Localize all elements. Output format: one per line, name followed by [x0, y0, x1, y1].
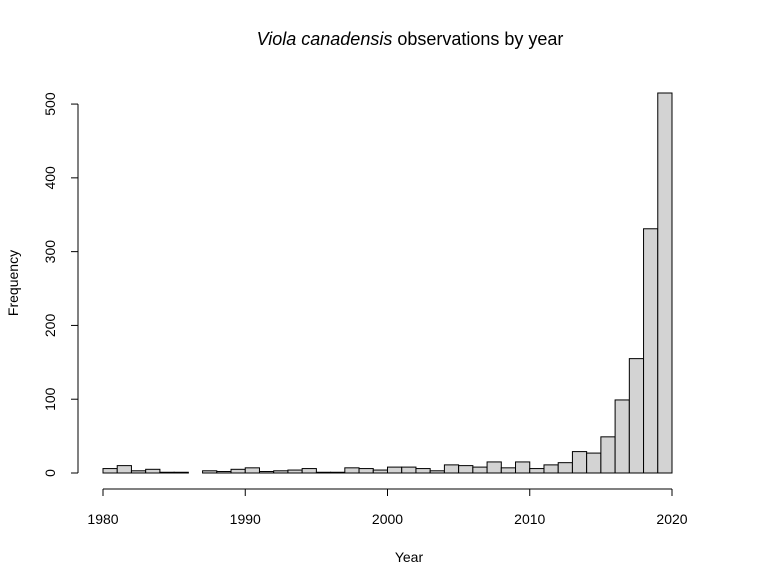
y-axis: 0 100 200 300 400 500 — [42, 92, 79, 477]
histogram-bar — [116, 465, 132, 474]
histogram-bar — [458, 465, 474, 474]
histogram-bar — [258, 471, 275, 474]
y-tick-label: 300 — [42, 240, 58, 264]
histogram-bar — [230, 468, 246, 474]
histogram-bar — [315, 471, 332, 474]
histogram-bar — [344, 467, 360, 474]
histogram-bar — [372, 469, 388, 474]
histogram-bar — [330, 471, 346, 474]
histogram-bar — [244, 467, 260, 474]
histogram-bar — [571, 451, 588, 474]
x-tick-label: 1990 — [230, 511, 261, 527]
histogram-bar — [145, 468, 161, 474]
histogram-bar — [614, 399, 630, 474]
histogram-bar — [643, 228, 659, 474]
histogram-bar — [173, 471, 189, 474]
histogram-bar — [216, 471, 232, 474]
histogram-bar — [287, 469, 303, 474]
histogram-bar — [486, 461, 502, 474]
histogram-bar — [301, 468, 317, 474]
histogram-bar — [358, 468, 374, 474]
chart-title: Viola canadensis observations by year — [257, 29, 564, 49]
chart-title-species: Viola canadensis — [257, 29, 393, 49]
histogram-bar — [543, 464, 559, 474]
x-axis: 1980 1990 2000 2010 2020 — [87, 488, 688, 527]
x-tick-label: 1980 — [87, 511, 118, 527]
y-tick-label: 500 — [42, 92, 58, 116]
x-tick-label: 2000 — [372, 511, 403, 527]
histogram-bar — [586, 452, 602, 474]
chart-title-suffix: observations by year — [392, 29, 563, 49]
y-axis-label: Frequency — [5, 250, 21, 316]
x-tick-label: 2010 — [514, 511, 545, 527]
histogram-bar — [600, 436, 616, 474]
y-tick-label: 0 — [42, 469, 58, 477]
histogram-bar — [529, 468, 545, 474]
histogram-bar — [130, 470, 147, 474]
histogram-bar — [415, 468, 431, 474]
y-tick-label: 100 — [42, 387, 58, 411]
histogram-bar — [472, 466, 488, 474]
histogram-bar — [401, 466, 417, 474]
histogram-bar — [557, 462, 573, 474]
histogram-bar — [159, 471, 175, 474]
histogram-bar — [500, 467, 517, 474]
histogram-bar — [628, 358, 645, 474]
y-tick-label: 400 — [42, 166, 58, 190]
histogram-bar — [202, 470, 218, 474]
x-tick-label: 2020 — [656, 511, 687, 527]
histogram-bar — [273, 470, 289, 474]
histogram-bar — [429, 470, 445, 474]
histogram-bar — [102, 468, 118, 474]
histogram-bar — [443, 464, 460, 474]
y-tick-label: 200 — [42, 314, 58, 338]
histogram-bar — [515, 461, 531, 474]
x-axis-label: Year — [395, 549, 424, 565]
histogram-bar — [657, 92, 673, 474]
bars-group — [102, 92, 673, 474]
histogram-bar — [387, 466, 403, 474]
